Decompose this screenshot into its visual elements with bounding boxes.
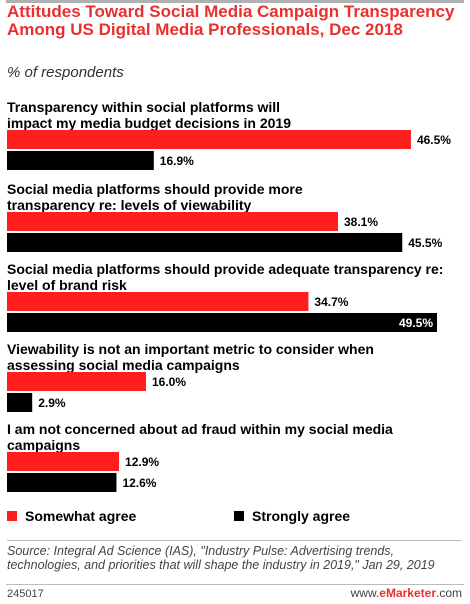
brand-suffix: .com bbox=[435, 586, 462, 600]
brand-prefix: www. bbox=[350, 586, 380, 600]
data-label-strongly-5: 12.6% bbox=[122, 476, 156, 490]
category-label-5-line-2: campaigns bbox=[7, 437, 80, 453]
bar-strongly-1 bbox=[7, 151, 154, 170]
bar-strongly-4 bbox=[7, 393, 33, 412]
data-label-strongly-1: 16.9% bbox=[160, 154, 194, 168]
bar-somewhat-3 bbox=[7, 292, 309, 311]
data-label-somewhat-2: 38.1% bbox=[344, 215, 378, 229]
data-label-somewhat-1: 46.5% bbox=[417, 133, 451, 147]
legend-strongly-agree: Strongly agree bbox=[234, 508, 350, 524]
data-label-strongly-4: 2.9% bbox=[38, 396, 66, 410]
legend-somewhat-agree: Somewhat agree bbox=[7, 508, 136, 524]
category-label-3-line-1: Social media platforms should provide ad… bbox=[7, 261, 443, 277]
category-label-2-line-1: Social media platforms should provide mo… bbox=[7, 181, 303, 197]
data-label-strongly-3: 49.5% bbox=[399, 316, 433, 330]
source-note: Source: Integral Ad Science (IAS), "Indu… bbox=[7, 540, 462, 572]
category-label-1-line-1: Transparency within social platforms wil… bbox=[7, 99, 280, 115]
legend-label-somewhat: Somewhat agree bbox=[25, 508, 137, 524]
brand-link[interactable]: www.eMarketer.com bbox=[351, 586, 462, 600]
legend-swatch-strongly bbox=[234, 511, 244, 521]
data-label-somewhat-3: 34.7% bbox=[314, 295, 348, 309]
bar-somewhat-4 bbox=[7, 372, 146, 391]
data-label-somewhat-4: 16.0% bbox=[152, 375, 186, 389]
legend-swatch-somewhat bbox=[7, 511, 17, 521]
data-label-somewhat-5: 12.9% bbox=[125, 455, 159, 469]
chart-id: 245017 bbox=[7, 588, 44, 600]
bar-strongly-3 bbox=[7, 313, 437, 332]
bar-somewhat-2 bbox=[7, 212, 338, 231]
chart-title: Attitudes Toward Social Media Campaign T… bbox=[7, 2, 455, 39]
category-label-5-line-1: I am not concerned about ad fraud within… bbox=[7, 421, 393, 437]
category-label-1-line-2: impact my media budget decisions in 2019 bbox=[7, 115, 291, 131]
bar-strongly-5 bbox=[7, 473, 117, 492]
legend-label-strongly: Strongly agree bbox=[252, 508, 351, 524]
category-label-4-line-1: Viewability is not an important metric t… bbox=[7, 341, 374, 357]
top-rule bbox=[6, 0, 464, 3]
bar-chart: Transparency within social platforms wil… bbox=[7, 99, 451, 492]
category-label-4-line-2: assessing social media campaigns bbox=[7, 357, 240, 373]
bar-strongly-2 bbox=[7, 233, 403, 252]
brand-name: eMarketer bbox=[379, 586, 436, 600]
data-label-strongly-2: 45.5% bbox=[408, 236, 442, 250]
footer-rule bbox=[6, 584, 464, 585]
bar-somewhat-5 bbox=[7, 452, 120, 471]
bar-somewhat-1 bbox=[7, 130, 411, 149]
category-label-3-line-2: level of brand risk bbox=[7, 277, 127, 293]
chart-subtitle: % of respondents bbox=[7, 64, 124, 81]
category-label-2-line-2: transparency re: levels of viewability bbox=[7, 197, 252, 213]
